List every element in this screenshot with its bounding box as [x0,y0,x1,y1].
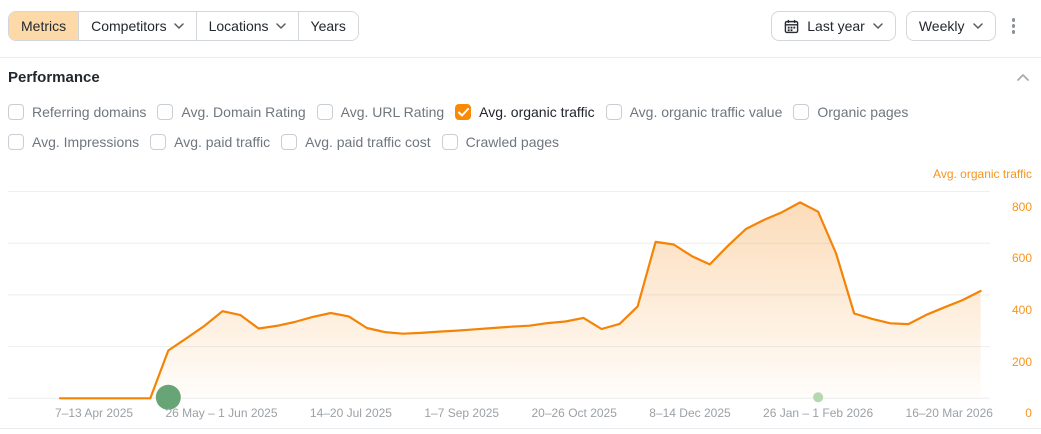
y-axis-label: 800 [1011,199,1032,214]
metrics-checkbox-row-2: Avg. Impressions Avg. paid traffic Avg. pa… [8,133,559,151]
x-axis: 7–13 Apr 2025 26 May – 1 Jun 2025 14–20 Ju… [55,406,1032,420]
metric-checkbox-label: Avg. Domain Rating [181,104,306,120]
metric-checkbox-item[interactable]: Avg. paid traffic cost [281,134,431,150]
traffic-line [58,201,982,400]
x-axis-label: 16–20 Mar 2026 [905,406,993,420]
tab-years[interactable]: Years [298,12,358,40]
checkbox-unchecked[interactable] [281,134,298,150]
chevron-down-icon [972,23,983,29]
metric-checkbox-item[interactable]: Organic pages [793,104,908,120]
x-axis-label: 26 Jan – 1 Feb 2026 [763,406,874,420]
metric-checkbox-item[interactable]: Avg. organic traffic value [605,104,783,120]
metrics-checkbox-row-1: Referring domains Avg. Domain Rating Avg. … [8,103,908,121]
area-fill [60,202,981,399]
chevron-down-icon [173,23,184,29]
metric-checkbox-label: Crawled pages [465,134,560,150]
x-axis-label: 7–13 Apr 2025 [55,406,134,420]
chevron-down-icon [873,23,883,29]
checkbox-unchecked[interactable] [441,134,458,150]
metric-checkbox-label: Avg. paid traffic cost [305,134,431,150]
metric-checkbox-label: Organic pages [817,104,909,120]
date-range-button[interactable]: Last year [771,11,896,41]
check-icon [457,107,469,116]
section-title: Performance [8,68,100,86]
chevron-down-icon [275,23,286,29]
checkbox-unchecked[interactable] [316,104,333,120]
metric-checkbox-label: Referring domains [32,104,147,120]
toolbar-right: Last year Weekly [771,11,1033,41]
section-divider [0,57,1041,58]
chevron-up-icon [1017,73,1029,81]
x-axis-label: 1–7 Sep 2025 [424,406,500,420]
toolbar: Metrics Competitors Locations Years Last… [8,11,1033,41]
traffic-chart[interactable] [0,172,1041,418]
granularity-button[interactable]: Weekly [905,11,996,41]
tab-metrics-label: Metrics [21,18,67,34]
collapse-section-button[interactable] [1013,70,1033,85]
tab-locations-label: Locations [208,18,269,34]
y-axis-label: 600 [1011,251,1032,266]
tab-metrics[interactable]: Metrics [9,12,80,40]
metric-checkbox-label: Avg. paid traffic [174,134,271,150]
chart-legend: Avg. organic traffic [933,167,1032,181]
checkbox-checked[interactable] [455,104,472,120]
metric-checkbox-item[interactable]: Avg. URL Rating [316,104,445,120]
more-options-button[interactable] [1006,13,1022,39]
checkbox-unchecked[interactable] [157,104,174,120]
metric-checkbox-label: Avg. Impressions [32,134,140,150]
tab-competitors-label: Competitors [91,18,167,34]
metric-checkbox-item[interactable]: Avg. Impressions [8,134,139,150]
checkbox-unchecked[interactable] [150,134,167,150]
metric-checkbox-item[interactable]: Avg. organic traffic [455,104,595,120]
x-axis-label: 26 May – 1 Jun 2025 [165,406,278,420]
bottom-divider [0,428,1041,429]
metric-checkbox-item[interactable]: Referring domains [8,104,146,120]
metric-checkbox-item[interactable]: Crawled pages [441,134,560,150]
event-marker-dot[interactable] [155,384,181,410]
metric-checkbox-label: Avg. organic traffic value [629,104,783,120]
checkbox-unchecked[interactable] [793,104,810,120]
view-switcher: Metrics Competitors Locations Years [8,11,359,41]
metric-checkbox-item[interactable]: Avg. paid traffic [150,134,270,150]
metric-checkbox-item[interactable]: Avg. Domain Rating [157,104,306,120]
y-axis-label-zero: 0 [1025,406,1032,420]
checkbox-unchecked[interactable] [8,104,24,120]
x-axis-label: 8–14 Dec 2025 [649,406,731,420]
x-axis-label: 14–20 Jul 2025 [309,406,392,420]
y-axis-label: 400 [1011,302,1032,317]
granularity-label: Weekly [918,18,965,34]
tab-years-label: Years [310,18,346,34]
calendar-icon [784,19,799,33]
tab-competitors[interactable]: Competitors [79,12,197,40]
metric-checkbox-label: Avg. organic traffic [479,104,595,120]
date-range-label: Last year [807,18,865,34]
y-axis-label: 200 [1011,354,1032,369]
metric-checkbox-label: Avg. URL Rating [340,104,445,120]
tab-locations[interactable]: Locations [196,12,299,40]
event-marker-dot[interactable] [813,392,824,403]
checkbox-unchecked[interactable] [605,104,622,120]
checkbox-unchecked[interactable] [8,134,24,150]
performance-header: Performance [8,66,1033,88]
x-axis-label: 20–26 Oct 2025 [531,406,617,420]
